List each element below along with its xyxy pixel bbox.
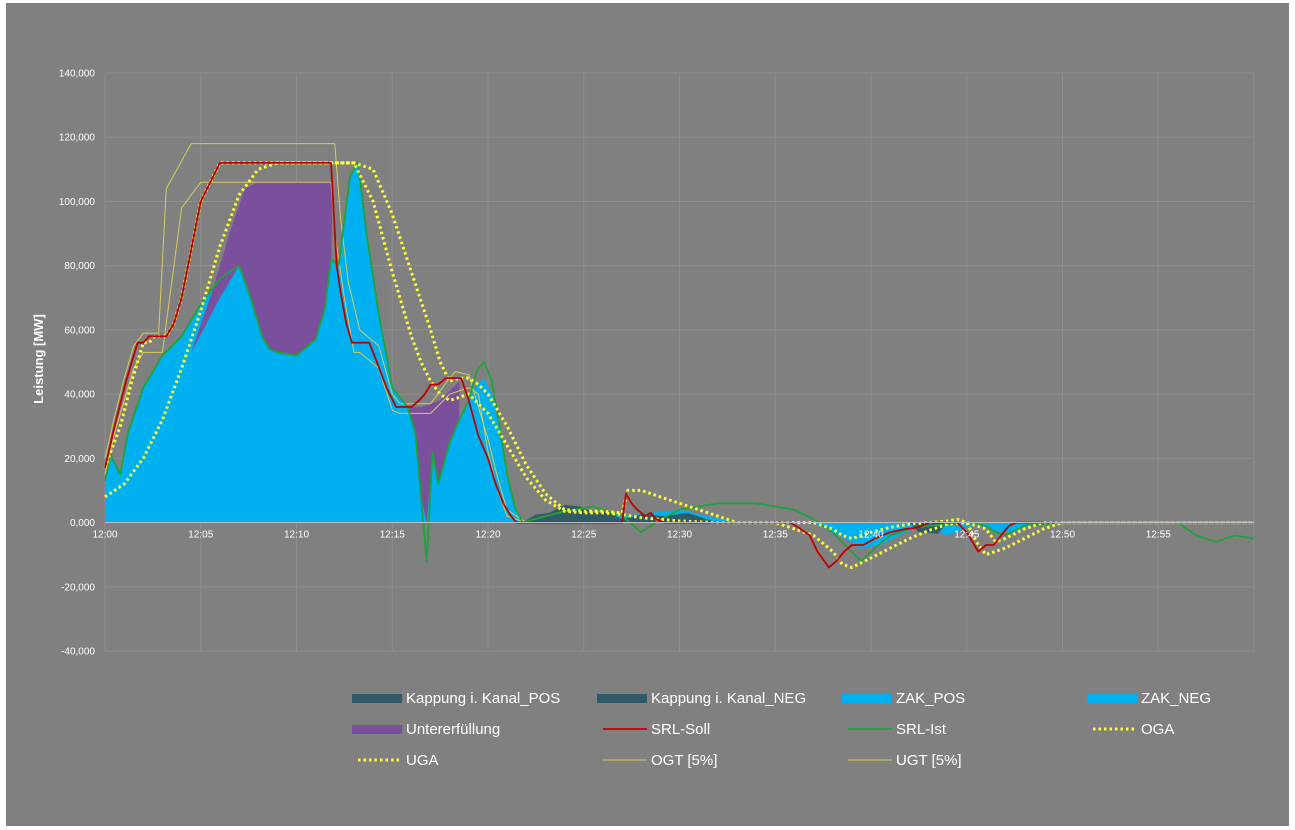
legend-item: OGA [1079,718,1244,740]
x-tick-label: 12:15 [380,530,405,541]
legend-swatch-bar [597,694,647,703]
legend-label: UGA [406,751,439,769]
line-srl-soll [104,161,1254,569]
legend-item: SRL-Soll [589,718,834,740]
y-tick-label: 80,000 [64,261,95,272]
y-tick-label: 20,000 [64,454,95,465]
legend-swatch-bar [352,725,402,734]
legend-swatch [589,721,647,737]
legend-label: ZAK_NEG [1141,689,1212,707]
y-tick-label: 120,000 [59,133,96,144]
y-tick-label: 0,000 [70,518,95,529]
line-series [103,143,1255,569]
y-axis-title: Leistung [MW] [31,314,46,404]
legend-label: OGA [1141,720,1175,738]
legend-label: OGT [5%] [651,751,718,769]
y-tick-label: 100,000 [59,197,96,208]
legend-label: UGT [5%] [896,751,962,769]
legend-label: Kappung i. Kanal_NEG [651,689,807,707]
area-series [105,162,1034,549]
x-tick-label: 12:20 [475,530,500,541]
legend-swatch [1079,721,1137,737]
line-oga [103,161,1254,544]
chart-frame: 140,000 120,000 100,000 80,000 60,000 40,000 2… [6,3,1289,826]
legend-label: SRL-Ist [896,720,947,738]
x-tick-label: 12:10 [284,530,309,541]
x-tick-label: 12:25 [571,530,596,541]
legend-label: Kappung i. Kanal_POS [406,689,561,707]
legend-swatch-bar [352,694,402,703]
legend-swatch [589,752,647,768]
legend-item: Kappung i. Kanal_POS [344,687,589,709]
legend-item: UGA [344,749,589,771]
chart-legend: Kappung i. Kanal_POS Kappung i. Kanal_NEG… [344,687,1244,771]
chart-plot: 140,000 120,000 100,000 80,000 60,000 40,000 2… [31,69,1255,658]
legend-swatch [344,690,402,706]
legend-swatch [1079,690,1137,706]
y-tick-label: -20,000 [61,582,95,593]
x-tick-label: 12:00 [92,530,117,541]
legend-swatch [589,690,647,706]
legend-swatch [344,721,402,737]
line-uga [104,161,1254,569]
legend-swatch [834,752,892,768]
legend-label: ZAK_POS [896,689,966,707]
x-tick-label: 12:55 [1146,530,1171,541]
legend-swatch-bar [842,694,892,703]
line-ogt-5 [104,143,527,524]
legend-item: SRL-Ist [834,718,1079,740]
area-untererf-llung [191,182,335,356]
x-tick-label: 12:35 [763,530,788,541]
legend-swatch [834,721,892,737]
legend-item: ZAK_POS [834,687,1079,709]
line-srl-ist [104,161,1255,562]
legend-item: UGT [5%] [834,749,1079,771]
area-zak-pos [105,162,737,523]
legend-label: Untererfüllung [406,720,501,738]
legend-item: ZAK_NEG [1079,687,1244,709]
x-tick-label: 12:30 [667,530,692,541]
legend-item: Kappung i. Kanal_NEG [589,687,834,709]
y-tick-label: 140,000 [59,69,96,80]
legend-swatch-bar [1087,694,1137,703]
x-tick-label: 12:50 [1050,530,1075,541]
legend-swatch [834,690,892,706]
legend-label: SRL-Soll [651,720,711,738]
axes: 140,000 120,000 100,000 80,000 60,000 40,000 2… [59,69,1254,658]
x-tick-label: 12:40 [858,530,883,541]
y-tick-label: -40,000 [61,647,95,658]
x-tick-label: 12:05 [188,530,213,541]
legend-item: Untererfüllung [344,718,589,740]
y-tick-label: 40,000 [64,390,95,401]
legend-item: OGT [5%] [589,749,834,771]
x-tick-label: 12:45 [954,530,979,541]
y-tick-label: 60,000 [64,325,95,336]
legend-swatch [344,752,402,768]
